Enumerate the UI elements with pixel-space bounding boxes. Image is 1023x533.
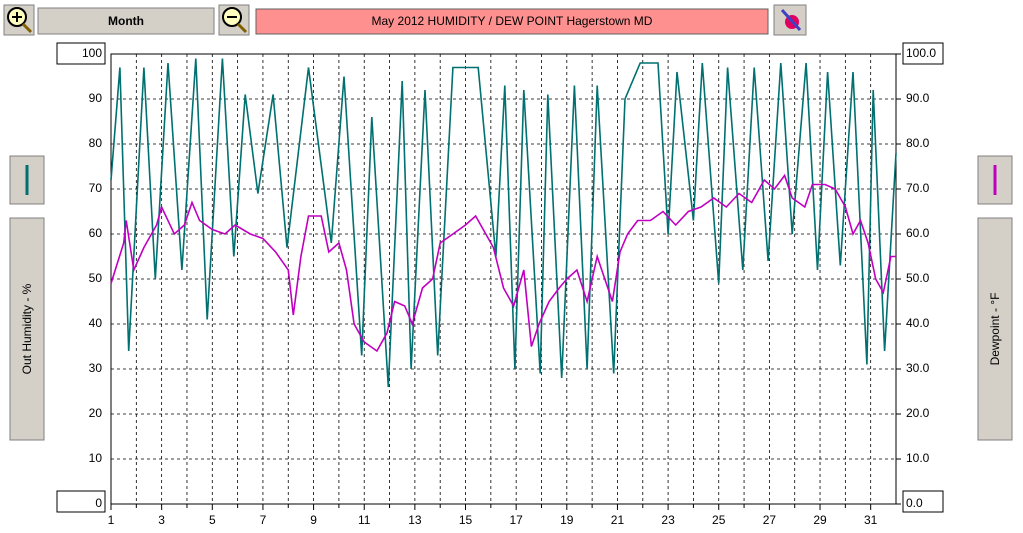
y2-tick-label: 0.0 xyxy=(906,496,923,510)
y2-tick-label: 30.0 xyxy=(906,361,930,375)
color-picker[interactable] xyxy=(773,4,807,36)
y2-tick-label: 20.0 xyxy=(906,406,930,420)
axis-label-box xyxy=(9,217,45,441)
y-tick-label: 10 xyxy=(89,451,103,465)
y-tick-label: 0 xyxy=(95,496,102,510)
x-tick-label: 1 xyxy=(108,513,115,527)
y2-tick-label: 80.0 xyxy=(906,136,930,150)
x-tick-label: 31 xyxy=(864,513,878,527)
period-button[interactable] xyxy=(37,7,215,35)
title-box xyxy=(255,8,769,35)
x-tick-label: 3 xyxy=(158,513,165,527)
x-tick-label: 13 xyxy=(408,513,422,527)
y2-tick-label: 100.0 xyxy=(906,46,936,60)
y2-tick-label: 10.0 xyxy=(906,451,930,465)
axis-label-box xyxy=(977,217,1013,441)
y-tick-label: 50 xyxy=(89,271,103,285)
chart-title: May 2012 HUMIDITY / DEW POINT Hagerstown… xyxy=(372,14,653,28)
x-tick-label: 19 xyxy=(560,513,574,527)
y2-tick-label: 70.0 xyxy=(906,181,930,195)
y-tick-label: 90 xyxy=(89,91,103,105)
x-tick-label: 25 xyxy=(712,513,726,527)
x-tick-label: 15 xyxy=(459,513,473,527)
y-tick-label: 70 xyxy=(89,181,103,195)
y2-axis-label: Dewpoint - °F xyxy=(988,293,1002,366)
period-label: Month xyxy=(108,14,144,28)
data-line xyxy=(110,58,897,388)
y-tick-label: 40 xyxy=(89,316,103,330)
y-tick-label: 100 xyxy=(82,46,102,60)
x-tick-label: 7 xyxy=(260,513,267,527)
x-tick-label: 21 xyxy=(611,513,625,527)
x-tick-label: 27 xyxy=(763,513,777,527)
x-tick-label: 29 xyxy=(813,513,827,527)
y-axis-label: Out Humidity - % xyxy=(20,283,34,374)
y2-tick-label: 90.0 xyxy=(906,91,930,105)
y-tick-label: 30 xyxy=(89,361,103,375)
y2-tick-label: 40.0 xyxy=(906,316,930,330)
x-tick-label: 11 xyxy=(358,513,371,527)
tick-box xyxy=(56,42,106,65)
y-tick-label: 60 xyxy=(89,226,103,240)
x-tick-label: 5 xyxy=(209,513,216,527)
zoom-in[interactable] xyxy=(3,4,35,36)
zoom-out[interactable] xyxy=(218,4,250,36)
y-tick-label: 80 xyxy=(89,136,103,150)
data-line xyxy=(110,173,896,353)
x-tick-label: 9 xyxy=(310,513,317,527)
x-tick-label: 17 xyxy=(509,513,523,527)
x-tick-label: 23 xyxy=(661,513,675,527)
tick-box xyxy=(902,42,944,65)
tick-box xyxy=(902,490,944,513)
tick-box xyxy=(56,490,106,513)
y2-tick-label: 50.0 xyxy=(906,271,930,285)
y-tick-label: 20 xyxy=(89,406,103,420)
y2-tick-label: 60.0 xyxy=(906,226,930,240)
